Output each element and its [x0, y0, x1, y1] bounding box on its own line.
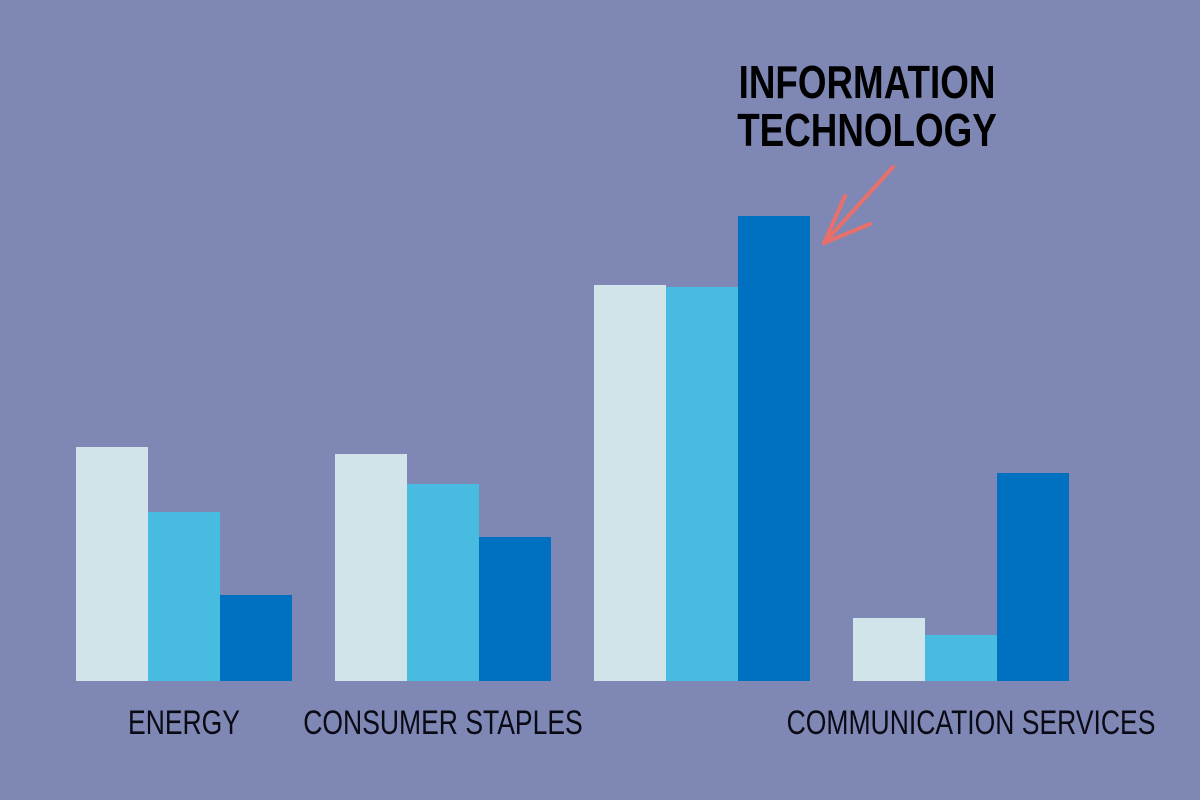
bar	[479, 537, 551, 681]
bar	[594, 285, 666, 681]
annotation: TECHNOLOGY	[737, 104, 997, 156]
bar	[666, 287, 738, 681]
x-tick-label: CONSUMER STAPLES	[303, 704, 582, 742]
annotation-arrow	[822, 165, 895, 245]
bar	[853, 618, 925, 681]
x-tick-label: ENERGY	[128, 704, 240, 742]
bar	[220, 595, 292, 681]
bar	[997, 473, 1069, 681]
bar	[925, 635, 997, 681]
x-tick-label: COMMUNICATION SERVICES	[787, 704, 1156, 742]
bar	[335, 454, 407, 681]
bar	[738, 216, 810, 681]
bar	[148, 512, 220, 681]
annotation: INFORMATION	[739, 56, 996, 108]
bar	[407, 484, 479, 681]
bar	[76, 447, 148, 681]
